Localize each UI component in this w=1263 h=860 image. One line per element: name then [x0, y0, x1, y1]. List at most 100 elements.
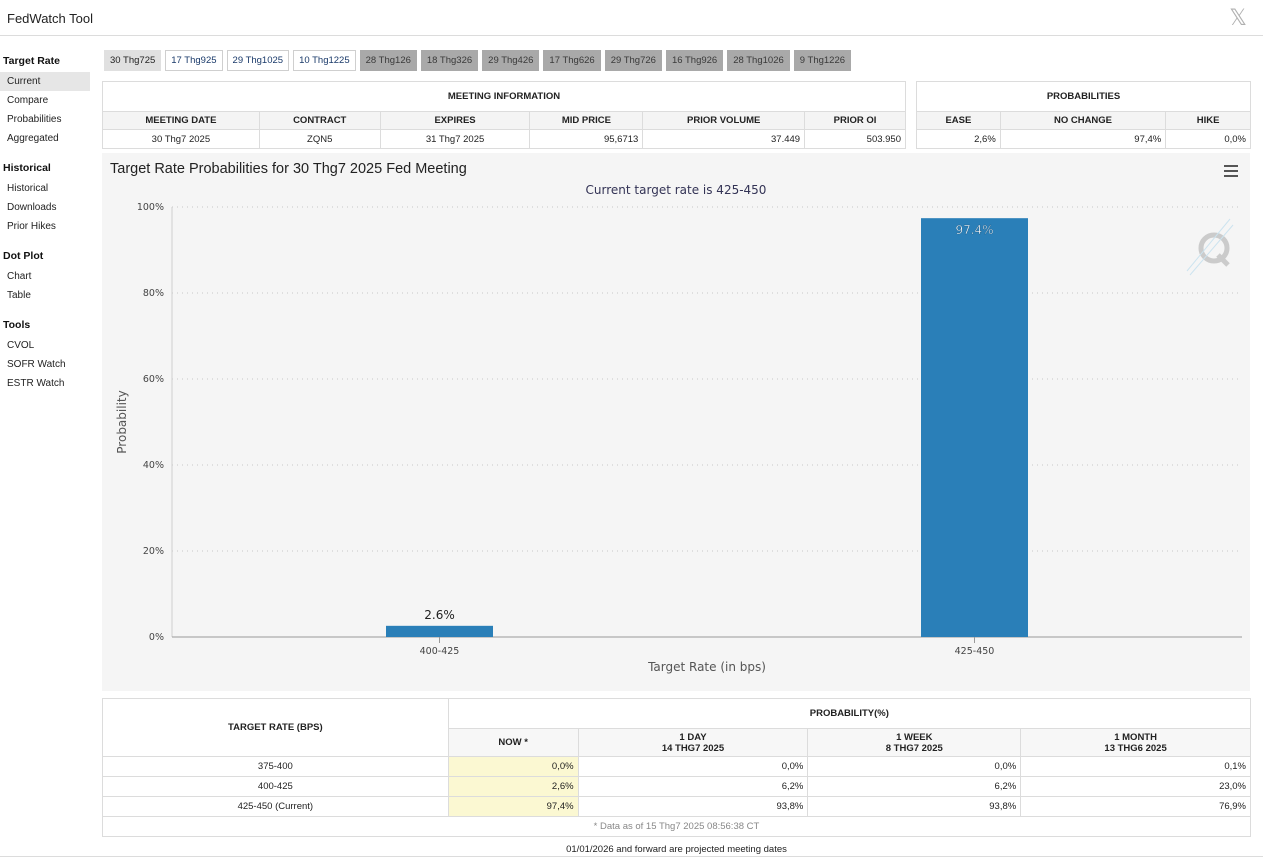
probabilities-column-header: EASE: [916, 111, 1001, 130]
app-header: FedWatch Tool 𝕏: [0, 0, 1263, 36]
sidebar-item-compare[interactable]: Compare: [7, 95, 49, 106]
meeting-info-cell: 31 Thg7 2025: [379, 129, 531, 149]
probability-cell: 0,0%: [447, 756, 579, 777]
sidebar-item-probabilities[interactable]: Probabilities: [7, 114, 62, 125]
probability-period-header: 1 MONTH 13 THG6 2025: [1020, 728, 1251, 757]
meeting-info-column-header: PRIOR OI: [804, 111, 906, 130]
target-rate-cell: 425-450 (Current): [102, 796, 449, 817]
meeting-information-table: MEETING INFORMATION MEETING DATE CONTRACT…: [102, 81, 906, 149]
logo-watermark-icon: [1186, 218, 1234, 276]
meeting-tab[interactable]: 9 Thg1226: [793, 50, 852, 71]
sidebar-item-aggregated[interactable]: Aggregated: [7, 133, 59, 144]
target-rate-chart: Target Rate Probabilities for 30 Thg7 20…: [102, 153, 1250, 691]
meeting-info-cell: ZQN5: [258, 129, 381, 149]
probabilities-cell: 2,6%: [916, 129, 1001, 149]
sidebar-item-estr-watch[interactable]: ESTR Watch: [7, 378, 65, 389]
bottom-divider: [0, 856, 1263, 857]
probability-cell: 0,0%: [807, 756, 1022, 777]
probability-history-table: TARGET RATE (BPS) PROBABILITY(%) NOW * 1 …: [102, 698, 1252, 837]
meeting-tab[interactable]: 28 Thg126: [359, 50, 417, 71]
data-timestamp-footnote: * Data as of 15 Thg7 2025 08:56:38 CT: [102, 816, 1251, 837]
meeting-tab[interactable]: 18 Thg326: [420, 50, 479, 71]
meeting-info-cell: 37.449: [642, 129, 806, 149]
period-label: NOW *: [498, 737, 528, 748]
sidebar-nav: Target Rate Current Compare Probabilities Ag…: [0, 48, 94, 393]
y-tick-label: 0%: [149, 632, 164, 643]
probability-cell: 97,4%: [447, 796, 579, 817]
data-label: 97.4%: [955, 223, 993, 237]
period-date: 8 THG7 2025: [885, 742, 943, 754]
probability-cell: 93,8%: [807, 796, 1022, 817]
probability-cell: 76,9%: [1020, 796, 1251, 817]
probabilities-column-header: HIKE: [1165, 111, 1251, 130]
x-tick-label: 400-425: [420, 646, 460, 657]
probability-cell: 93,8%: [577, 796, 809, 817]
table-row: 425-450 (Current) 97,4% 93,8% 93,8% 76,9%: [102, 796, 1251, 817]
meeting-info-column-header: EXPIRES: [379, 111, 531, 130]
meeting-information-title: MEETING INFORMATION: [102, 81, 906, 112]
sidebar-item-table[interactable]: Table: [7, 290, 31, 301]
probabilities-cell: 0,0%: [1165, 129, 1251, 149]
sidebar-section-tools: Tools: [3, 319, 31, 331]
sidebar-item-chart[interactable]: Chart: [7, 271, 32, 282]
probabilities-cell: 97,4%: [999, 129, 1167, 149]
sidebar-item-current[interactable]: Current: [0, 72, 90, 91]
meeting-info-column-header: CONTRACT: [258, 111, 381, 130]
sidebar-section-target-rate: Target Rate: [3, 55, 60, 67]
probability-period-header: NOW *: [447, 728, 579, 757]
probability-cell: 0,1%: [1020, 756, 1251, 777]
y-axis-title: Probability: [115, 390, 129, 453]
sidebar-item-cvol[interactable]: CVOL: [7, 340, 35, 351]
probability-period-header: 1 DAY 14 THG7 2025: [577, 728, 809, 757]
period-label: 1 MONTH: [1114, 731, 1157, 743]
meeting-tab[interactable]: 16 Thg926: [665, 50, 724, 71]
chart-svg: Target Rate Probabilities for 30 Thg7 20…: [110, 161, 1242, 674]
probability-cell: 2,6%: [447, 776, 579, 797]
sidebar-item-historical[interactable]: Historical: [7, 183, 49, 194]
meeting-tab[interactable]: 30 Thg725: [104, 50, 162, 71]
probabilities-title: PROBABILITIES: [916, 81, 1251, 112]
sidebar-item-sofr-watch[interactable]: SOFR Watch: [7, 359, 66, 370]
close-x-icon[interactable]: 𝕏: [1229, 6, 1247, 31]
table-row: 400-425 2,6% 6,2% 6,2% 23,0%: [102, 776, 1251, 797]
probability-period-header: 1 WEEK 8 THG7 2025: [807, 728, 1022, 757]
meeting-info-column-header: MEETING DATE: [102, 111, 260, 130]
probabilities-column-header: NO CHANGE: [999, 111, 1167, 130]
sidebar-section-historical: Historical: [3, 162, 51, 174]
period-date: 14 THG7 2025: [661, 742, 725, 754]
probability-header: PROBABILITY(%): [447, 698, 1252, 729]
sidebar-item-prior-hikes[interactable]: Prior Hikes: [7, 221, 56, 232]
period-date: 13 THG6 2025: [1104, 742, 1167, 754]
meeting-tab[interactable]: 29 Thg1025: [226, 50, 290, 71]
x-tick-label: 425-450: [955, 646, 995, 657]
y-tick-label: 80%: [143, 288, 164, 299]
meeting-tab[interactable]: 17 Thg925: [165, 50, 223, 71]
target-rate-cell: 400-425: [102, 776, 449, 797]
x-axis-title: Target Rate (in bps): [647, 660, 766, 674]
period-label: 1 DAY: [679, 731, 707, 743]
chart-title: Target Rate Probabilities for 30 Thg7 20…: [110, 161, 467, 177]
meeting-tab[interactable]: 29 Thg726: [604, 50, 662, 71]
meeting-info-cell: 503.950: [804, 129, 906, 149]
meeting-info-cell: 95,6713: [529, 129, 644, 149]
target-rate-cell: 375-400: [102, 756, 449, 777]
table-row: 375-400 0,0% 0,0% 0,0% 0,1%: [102, 756, 1251, 777]
meeting-info-column-header: PRIOR VOLUME: [642, 111, 806, 130]
meeting-tab[interactable]: 10 Thg1225: [293, 50, 356, 71]
sidebar-section-dot-plot: Dot Plot: [3, 250, 44, 262]
meeting-date-tabs: 30 Thg725 17 Thg925 29 Thg1025 10 Thg1225 28…: [104, 50, 855, 71]
data-label: 2.6%: [424, 608, 455, 622]
app-title: FedWatch Tool: [7, 11, 93, 26]
meeting-tab[interactable]: 29 Thg426: [482, 50, 540, 71]
bar[interactable]: [386, 625, 493, 637]
probability-cell: 6,2%: [577, 776, 809, 797]
meeting-tab[interactable]: 28 Thg1026: [727, 50, 790, 71]
chart-menu-icon[interactable]: [1224, 165, 1238, 177]
probability-cell: 23,0%: [1020, 776, 1251, 797]
meeting-tab[interactable]: 17 Thg626: [543, 50, 601, 71]
bar[interactable]: [921, 218, 1028, 637]
probability-cell: 6,2%: [807, 776, 1022, 797]
projected-dates-note: 01/01/2026 and forward are projected mee…: [566, 844, 787, 855]
y-tick-label: 20%: [143, 546, 164, 557]
sidebar-item-downloads[interactable]: Downloads: [7, 202, 57, 213]
